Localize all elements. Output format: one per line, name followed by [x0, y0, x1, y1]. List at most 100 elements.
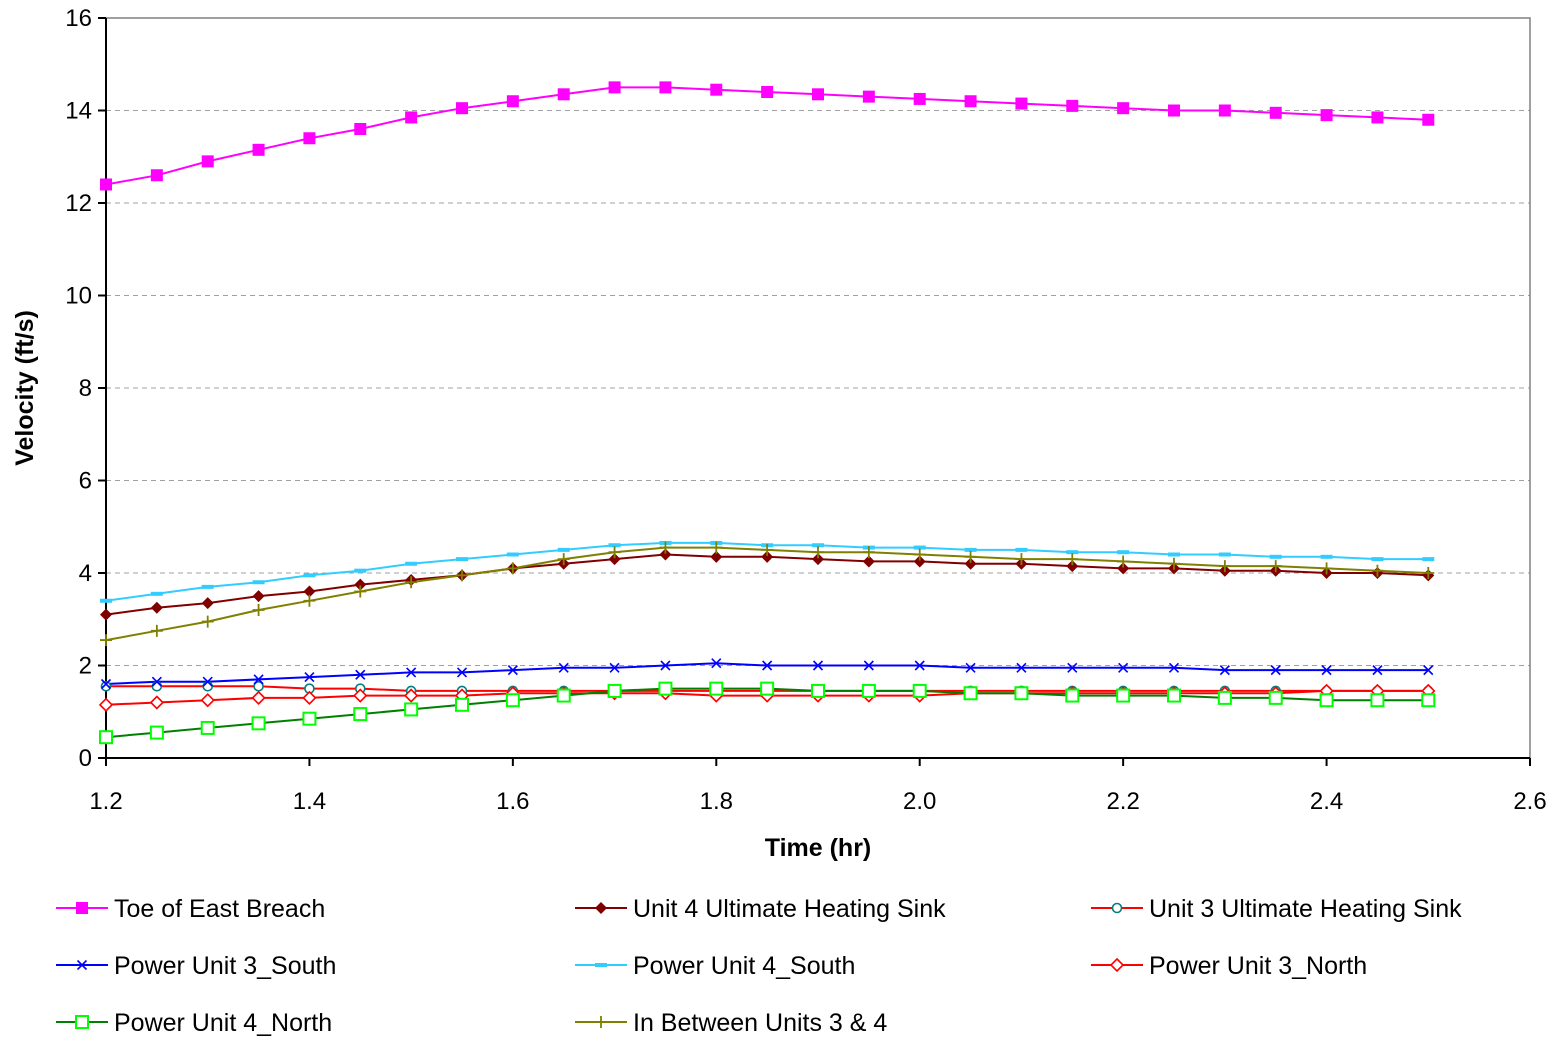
- data-point: [1372, 665, 1383, 676]
- data-point: [1217, 690, 1232, 705]
- legend-label: Toe of East Breach: [114, 895, 325, 923]
- data-point: [252, 580, 265, 585]
- data-point: [964, 547, 977, 552]
- data-point: [507, 665, 518, 676]
- data-point: [200, 693, 215, 708]
- data-point: [251, 690, 266, 706]
- data-point: [201, 584, 214, 589]
- data-point: [1270, 665, 1281, 676]
- data-point: [406, 667, 417, 678]
- y-tick-label: 4: [79, 560, 92, 587]
- data-point: [1371, 557, 1384, 562]
- data-point: [1014, 686, 1029, 701]
- legend-swatch-marker: [595, 1016, 607, 1028]
- data-point: [1218, 560, 1231, 573]
- data-point: [354, 123, 367, 135]
- data-point: [557, 547, 570, 552]
- data-point: [1168, 662, 1180, 673]
- data-point: [710, 83, 723, 96]
- data-point: [100, 178, 112, 191]
- data-point: [556, 688, 571, 703]
- data-point: [1218, 104, 1231, 117]
- data-point: [456, 667, 468, 678]
- data-point: [760, 681, 775, 696]
- data-point: [354, 568, 367, 573]
- data-point: [709, 681, 724, 696]
- data-point: [1066, 560, 1079, 573]
- data-point: [303, 585, 316, 598]
- data-point: [100, 681, 112, 692]
- legend: Toe of East Breach Unit 4 Ultimate Heatin…: [56, 895, 1462, 1037]
- data-point: [455, 697, 469, 712]
- series-markers-group: [99, 681, 1436, 745]
- data-point: [1067, 662, 1078, 673]
- data-point: [812, 553, 824, 566]
- data-point: [100, 678, 112, 690]
- data-point: [1370, 693, 1385, 708]
- data-point: [965, 662, 976, 673]
- data-point: [863, 660, 874, 671]
- data-point: [506, 552, 519, 557]
- y-tick-label: 6: [79, 468, 92, 495]
- data-point: [761, 543, 774, 556]
- data-point: [251, 716, 266, 731]
- data-point: [1015, 97, 1028, 110]
- data-point: [913, 548, 926, 561]
- data-point: [608, 81, 621, 94]
- y-tick-label: 16: [65, 5, 92, 32]
- data-point: [964, 557, 977, 570]
- data-point: [913, 555, 926, 568]
- legend-entry: Unit 3 Ultimate Heating Sink: [1091, 895, 1462, 923]
- data-point: [1117, 102, 1130, 115]
- data-point: [761, 86, 774, 98]
- data-point: [608, 553, 621, 566]
- x-tick-label: 1.8: [700, 788, 733, 815]
- legend-label: Unit 4 Ultimate Heating Sink: [633, 895, 946, 923]
- series-markers: [98, 81, 1436, 745]
- data-point: [609, 662, 620, 673]
- data-point: [1320, 109, 1333, 122]
- data-point: [506, 562, 519, 575]
- legend-label: Power Unit 3_North: [1149, 952, 1367, 980]
- data-point: [456, 102, 468, 115]
- data-point: [202, 676, 213, 687]
- x-tick-label: 2.0: [903, 788, 936, 815]
- data-point: [812, 660, 824, 671]
- data-point: [150, 591, 163, 596]
- data-point: [252, 604, 265, 616]
- data-point: [252, 143, 265, 156]
- y-axis-title: Velocity (ft/s): [11, 310, 39, 466]
- data-point: [1168, 557, 1180, 570]
- legend-swatch-marker: [595, 902, 607, 914]
- data-point: [354, 585, 367, 598]
- series-markers-group: [100, 658, 1434, 690]
- data-point: [1269, 560, 1282, 573]
- data-point: [1269, 554, 1282, 559]
- data-point: [150, 169, 163, 182]
- axis-ticks: 0 2 4 6 8 10 12 14 16 1.2 1.4 1.6 1.8 2.0 2.2 2.4 2.6: [65, 5, 1546, 815]
- data-point: [1065, 688, 1080, 703]
- data-point: [862, 555, 875, 568]
- data-point: [405, 111, 418, 124]
- data-point: [253, 674, 264, 685]
- data-point: [711, 658, 722, 669]
- data-point: [1320, 554, 1333, 559]
- x-tick-label: 1.6: [496, 788, 529, 815]
- data-point: [812, 543, 824, 548]
- data-point: [201, 615, 214, 628]
- data-point: [304, 671, 315, 683]
- data-point: [100, 598, 112, 603]
- data-point: [762, 660, 773, 671]
- data-point: [659, 548, 672, 561]
- data-point: [506, 95, 519, 108]
- data-point: [149, 725, 164, 740]
- data-point: [812, 546, 824, 559]
- legend-swatch-marker: [75, 1015, 89, 1029]
- data-point: [1421, 693, 1436, 708]
- data-point: [303, 132, 316, 145]
- data-point: [405, 561, 418, 566]
- data-point: [557, 88, 570, 101]
- legend-swatch-marker: [1109, 957, 1125, 973]
- data-point: [912, 683, 927, 698]
